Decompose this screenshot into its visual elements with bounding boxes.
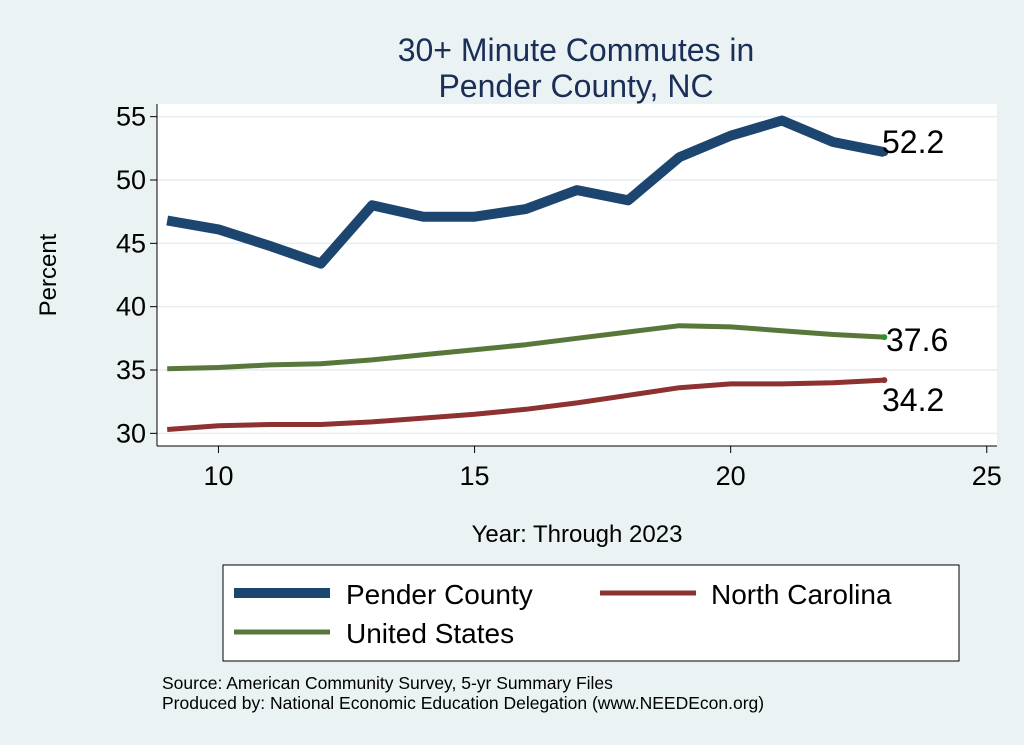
x-tick-label-10: 10 bbox=[203, 461, 233, 491]
chart-title-line-1: 30+ Minute Commutes in bbox=[398, 32, 755, 68]
y-tick-label-40: 40 bbox=[116, 292, 146, 322]
end-point-united-states bbox=[881, 334, 888, 341]
legend-label-pender-county: Pender County bbox=[346, 579, 533, 610]
series-line-united-states bbox=[167, 323, 885, 372]
plot-area bbox=[157, 104, 997, 446]
series-line-pender-county bbox=[166, 115, 886, 269]
y-tick-label-30: 30 bbox=[116, 418, 146, 448]
legend-label-united-states: United States bbox=[346, 618, 514, 649]
source-note: Source: American Community Survey, 5-yr … bbox=[162, 673, 613, 693]
series-lines bbox=[166, 115, 889, 432]
y-tick-label-45: 45 bbox=[116, 228, 146, 258]
y-ticks: 30 35 40 45 50 55 bbox=[116, 102, 157, 448]
x-tick-label-25: 25 bbox=[972, 461, 1002, 491]
series-line-north-carolina bbox=[167, 377, 885, 432]
chart-title-line-2: Pender County, NC bbox=[438, 68, 713, 104]
x-tick-label-15: 15 bbox=[460, 461, 490, 491]
y-tick-label-55: 55 bbox=[116, 102, 146, 132]
legend-label-north-carolina: North Carolina bbox=[711, 579, 892, 610]
x-axis-title: Year: Through 2023 bbox=[472, 521, 683, 548]
y-axis-title: Percent bbox=[35, 233, 62, 316]
end-label-north-carolina: 34.2 bbox=[882, 382, 944, 418]
x-tick-label-20: 20 bbox=[716, 461, 746, 491]
end-point-north-carolina bbox=[881, 377, 888, 384]
gridlines bbox=[157, 115, 997, 435]
legend-box bbox=[222, 564, 960, 662]
legend: Pender County North Carolina United Stat… bbox=[222, 564, 960, 662]
y-tick-label-50: 50 bbox=[116, 165, 146, 195]
end-label-pender-county: 52.2 bbox=[882, 124, 944, 160]
end-point-pender-county bbox=[880, 148, 889, 157]
x-ticks: 10 15 20 25 bbox=[203, 446, 1002, 491]
end-label-united-states: 37.6 bbox=[886, 322, 948, 358]
y-tick-label-35: 35 bbox=[116, 355, 146, 385]
produced-by-note: Produced by: National Economic Education… bbox=[162, 693, 764, 713]
